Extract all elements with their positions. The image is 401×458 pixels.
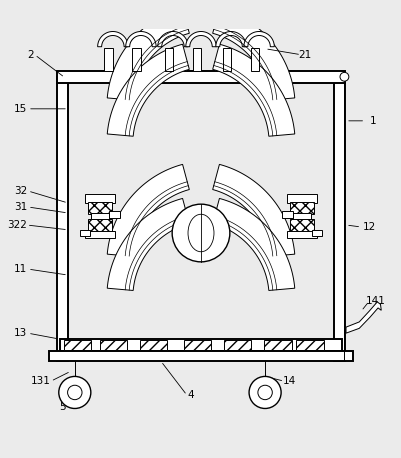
Bar bbox=[104, 48, 113, 71]
Text: 32: 32 bbox=[14, 186, 27, 196]
Bar bbox=[263, 340, 291, 350]
Polygon shape bbox=[212, 198, 294, 290]
Text: 5: 5 bbox=[59, 402, 66, 412]
Bar bbox=[281, 211, 292, 218]
Bar bbox=[289, 202, 313, 214]
Polygon shape bbox=[157, 32, 188, 47]
Polygon shape bbox=[212, 164, 294, 256]
Polygon shape bbox=[107, 44, 189, 136]
Circle shape bbox=[59, 376, 91, 409]
Text: 141: 141 bbox=[365, 296, 384, 306]
Bar bbox=[85, 231, 115, 238]
Text: 4: 4 bbox=[187, 390, 194, 400]
Polygon shape bbox=[212, 8, 294, 100]
Bar bbox=[296, 340, 323, 350]
Text: 11: 11 bbox=[14, 264, 27, 274]
Bar bbox=[184, 340, 211, 350]
Bar bbox=[49, 351, 352, 361]
Polygon shape bbox=[185, 32, 216, 47]
Polygon shape bbox=[107, 164, 189, 256]
Text: 131: 131 bbox=[31, 376, 51, 386]
Bar bbox=[57, 71, 344, 83]
Bar bbox=[88, 202, 112, 214]
Bar bbox=[224, 340, 251, 350]
Polygon shape bbox=[243, 32, 273, 47]
Bar bbox=[164, 48, 173, 71]
Bar bbox=[289, 219, 313, 232]
Polygon shape bbox=[107, 8, 189, 100]
Polygon shape bbox=[215, 32, 246, 47]
Polygon shape bbox=[107, 198, 189, 290]
Polygon shape bbox=[345, 302, 380, 333]
Bar bbox=[286, 231, 316, 238]
Text: 31: 31 bbox=[14, 202, 27, 212]
Bar bbox=[192, 48, 201, 71]
Bar bbox=[140, 340, 167, 350]
Bar bbox=[292, 213, 310, 220]
Bar bbox=[57, 77, 68, 361]
Bar bbox=[250, 48, 259, 71]
Bar bbox=[100, 340, 127, 350]
Bar bbox=[60, 339, 341, 351]
Text: 15: 15 bbox=[14, 104, 27, 114]
Polygon shape bbox=[212, 44, 294, 136]
Text: 1: 1 bbox=[369, 116, 376, 126]
Bar bbox=[312, 230, 321, 236]
Bar bbox=[222, 48, 231, 71]
Bar bbox=[91, 213, 109, 220]
Text: 14: 14 bbox=[282, 376, 295, 386]
Bar bbox=[109, 211, 120, 218]
Circle shape bbox=[249, 376, 280, 409]
Circle shape bbox=[257, 385, 271, 400]
Text: 13: 13 bbox=[14, 328, 27, 338]
Bar bbox=[88, 219, 112, 232]
Bar bbox=[132, 48, 141, 71]
Bar bbox=[333, 77, 344, 361]
Text: 12: 12 bbox=[362, 222, 375, 232]
Polygon shape bbox=[97, 32, 128, 47]
Bar bbox=[80, 230, 89, 236]
Text: 2: 2 bbox=[27, 50, 34, 60]
Bar bbox=[85, 194, 115, 203]
Circle shape bbox=[339, 72, 348, 81]
Text: 322: 322 bbox=[7, 220, 26, 230]
Bar bbox=[64, 340, 91, 350]
Text: 21: 21 bbox=[298, 50, 311, 60]
Circle shape bbox=[172, 204, 229, 262]
Circle shape bbox=[67, 385, 82, 400]
Polygon shape bbox=[126, 32, 156, 47]
Bar bbox=[286, 194, 316, 203]
